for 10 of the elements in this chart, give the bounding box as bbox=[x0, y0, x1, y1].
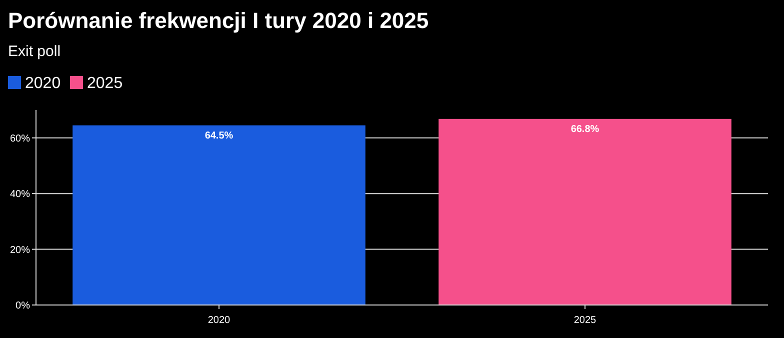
legend-label: 2020 bbox=[25, 75, 61, 92]
legend-label: 2025 bbox=[87, 75, 123, 92]
y-tick-label: 60% bbox=[10, 133, 30, 144]
y-tick-label: 20% bbox=[10, 244, 30, 256]
chart-subtitle: Exit poll bbox=[8, 43, 61, 60]
data-label: 64.5% bbox=[204, 130, 234, 142]
y-tick-label: 40% bbox=[10, 189, 30, 200]
data-label: 66.8% bbox=[570, 124, 600, 135]
chart-title: Porównanie frekwencji I tury 2020 i 2025 bbox=[8, 8, 429, 33]
y-tick-label: 0% bbox=[16, 300, 30, 312]
